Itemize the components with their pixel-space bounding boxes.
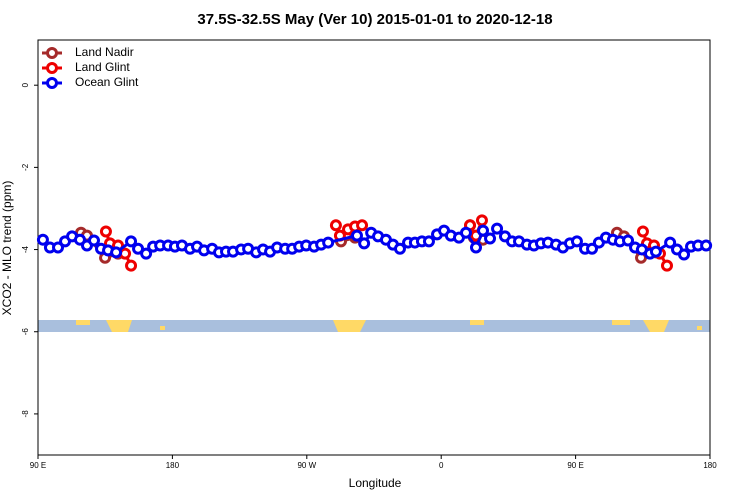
point: [110, 246, 123, 259]
point: [664, 236, 677, 249]
point: [570, 235, 583, 248]
x-tick-label: 90 W: [297, 461, 316, 470]
point: [322, 236, 335, 249]
point: [469, 241, 482, 254]
chart-title: 37.5S-32.5S May (Ver 10) 2015-01-01 to 2…: [197, 11, 552, 28]
point: [99, 225, 112, 238]
point: [660, 259, 673, 272]
legend-label: Land Glint: [75, 60, 130, 74]
point: [491, 222, 504, 235]
point: [88, 234, 100, 247]
point: [350, 229, 363, 242]
point: [484, 232, 497, 245]
point: [678, 248, 691, 261]
point: [329, 219, 342, 232]
x-tick-label: 0: [439, 461, 444, 470]
x-tick-label: 180: [703, 461, 717, 470]
legend-marker: [46, 77, 58, 89]
point: [700, 239, 713, 252]
point: [649, 245, 662, 258]
y-tick-label: -6: [21, 328, 30, 336]
legend-marker: [46, 47, 58, 59]
x-tick-label: 180: [166, 461, 180, 470]
x-tick-label: 90 E: [567, 461, 583, 470]
legend-label: Land Nadir: [75, 45, 134, 59]
point: [140, 247, 153, 260]
x-tick-label: 90 E: [30, 461, 46, 470]
point: [475, 214, 488, 227]
map-strip: [38, 320, 710, 332]
y-tick-label: 0: [21, 82, 30, 87]
point: [393, 242, 406, 255]
y-tick-label: -2: [21, 163, 30, 171]
legend-label: Ocean Glint: [75, 75, 139, 89]
y-tick-label: -4: [21, 245, 30, 253]
point: [636, 225, 649, 238]
point: [586, 242, 599, 255]
point: [132, 242, 145, 255]
y-tick-label: -8: [21, 410, 30, 418]
point: [125, 259, 138, 272]
point: [36, 233, 49, 246]
point: [477, 224, 490, 237]
point: [125, 235, 138, 248]
point: [459, 226, 472, 239]
legend-marker: [46, 62, 58, 74]
point: [52, 241, 65, 254]
point: [422, 235, 435, 248]
point: [622, 234, 635, 247]
point: [356, 219, 369, 232]
x-axis-label: Longitude: [349, 476, 402, 490]
point: [358, 237, 371, 250]
y-axis-label: XCO2 - MLO trend (ppm): [0, 181, 14, 316]
